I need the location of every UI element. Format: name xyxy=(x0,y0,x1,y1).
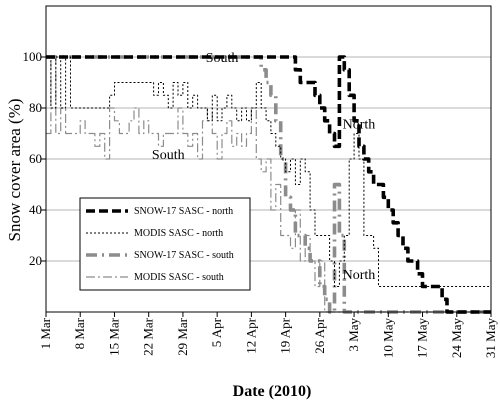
y-axis-title: Snow cover area (%) xyxy=(5,98,24,241)
x-tick-label: 1 Mar xyxy=(38,317,53,349)
x-tick-label: 3 May xyxy=(346,318,361,352)
annotation-label: North xyxy=(343,268,376,283)
annotation-label: North xyxy=(343,117,376,132)
annotation-label: South xyxy=(206,51,239,66)
x-tick-label: 12 Apr xyxy=(243,317,258,353)
x-tick-label: 17 May xyxy=(415,318,430,359)
series-line-2 xyxy=(46,56,491,287)
x-tick-label: 31 May xyxy=(483,318,498,359)
y-axis: 20 40 60 80 100 xyxy=(23,49,46,268)
x-tick-label: 15 Mar xyxy=(106,317,121,356)
legend-label: MODIS SASC - north xyxy=(134,228,223,239)
x-tick-label: 24 May xyxy=(449,318,464,359)
series-line-1 xyxy=(46,55,491,314)
y-tick-label: 80 xyxy=(29,100,42,115)
annotation-label: South xyxy=(152,148,185,163)
legend: SNOW-17 SASC - north MODIS SASC - north SN… xyxy=(79,197,251,291)
y-tick-label: 20 xyxy=(29,253,42,268)
x-axis: 1 Mar 8 Mar 15 Mar 22 Mar 29 Mar 5 Apr 12 Apr 1… xyxy=(38,312,498,358)
x-tick-label: 5 Apr xyxy=(209,317,224,347)
x-tick-label: 26 Apr xyxy=(312,317,327,353)
y-tick-label: 100 xyxy=(23,49,43,64)
annotations: South South North North xyxy=(152,51,375,283)
legend-label: MODIS SASC - south xyxy=(134,272,224,283)
legend-label: SNOW-17 SASC - north xyxy=(134,206,233,217)
y-tick-label: 60 xyxy=(29,151,42,166)
legend-box xyxy=(79,197,251,291)
x-tick-label: 29 Mar xyxy=(175,317,190,356)
y-tick-label: 40 xyxy=(29,202,42,217)
legend-label: SNOW-17 SASC - south xyxy=(134,250,234,261)
series-line-4 xyxy=(46,56,491,313)
x-axis-title: Date (2010) xyxy=(233,383,312,400)
series-line-3 xyxy=(46,55,491,314)
series-layer xyxy=(46,55,491,314)
x-tick-label: 10 May xyxy=(380,318,395,359)
x-tick-label: 22 Mar xyxy=(141,317,156,356)
x-tick-label: 19 Apr xyxy=(278,317,293,353)
x-tick-label: 8 Mar xyxy=(72,317,87,349)
